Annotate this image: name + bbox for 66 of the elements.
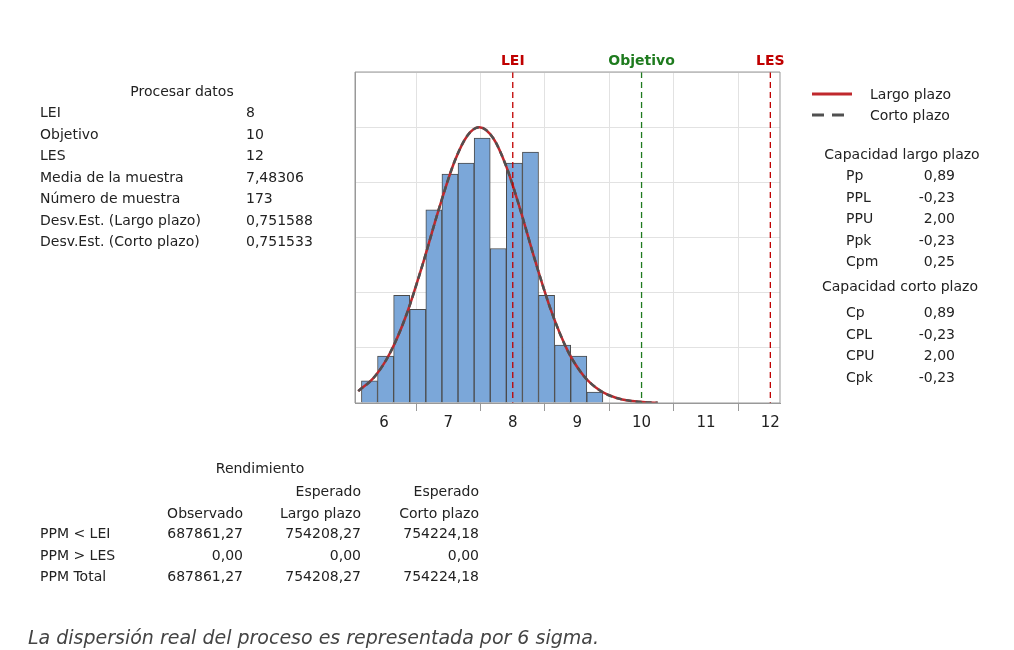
text: 0,00 <box>211 546 243 563</box>
text: Capacidad corto plazo <box>821 278 979 294</box>
text: PPM < LEI <box>40 525 111 541</box>
x-tick-label: 6 <box>379 412 389 431</box>
text: 0,89 <box>923 167 955 183</box>
text: 7,48306 <box>246 168 304 185</box>
text: 754224,18 <box>403 568 479 584</box>
x-tick-label: 9 <box>572 412 582 431</box>
text: Corto plazo <box>399 505 479 521</box>
text: CPL <box>846 325 873 342</box>
text: Cp <box>846 304 865 320</box>
x-tick-label: 8 <box>507 412 518 431</box>
text: Rendimiento <box>215 460 305 476</box>
text: Esperado <box>295 483 361 499</box>
text: PPU <box>846 210 874 226</box>
text: Pp <box>846 167 864 183</box>
text: Desv.Est. (Largo plazo) <box>40 211 201 228</box>
text: LES <box>40 147 66 163</box>
text: Número de muestra <box>40 190 181 206</box>
text: LEI <box>40 104 61 120</box>
text: Observado <box>167 505 243 521</box>
text: CPU <box>846 347 875 363</box>
text: 12 <box>246 147 264 163</box>
text: 8 <box>246 104 255 120</box>
text: La dispersión real del proceso es representada por 6 sigma. <box>28 626 599 648</box>
text: 0,25 <box>923 253 955 269</box>
text: Largo plazo <box>279 505 361 521</box>
text: Procesar datos <box>130 83 234 99</box>
text: 754208,27 <box>285 568 361 584</box>
text: Cpk <box>846 368 873 385</box>
text: -0,23 <box>918 368 955 385</box>
text: 687861,27 <box>167 568 243 584</box>
text: 10 <box>246 125 264 142</box>
text: -0,23 <box>918 231 955 248</box>
text: Objetivo <box>40 125 99 142</box>
text: Capacidad largo plazo <box>824 146 980 162</box>
text: 0,751588 <box>246 211 313 228</box>
text: Ppk <box>846 231 872 248</box>
text: PPM Total <box>40 568 107 584</box>
text: -0,23 <box>918 325 955 342</box>
text: 0,89 <box>923 304 955 320</box>
x-tick-label: 7 <box>443 412 454 431</box>
text: Media de la muestra <box>40 168 184 185</box>
text: 0,00 <box>447 546 479 563</box>
text: 754208,27 <box>285 525 361 541</box>
legend-label: Largo plazo <box>870 85 952 102</box>
x-tick-label: 11 <box>696 412 716 431</box>
text: 2,00 <box>923 210 955 226</box>
text: Cpm <box>846 253 879 269</box>
x-tick-label: 10 <box>632 412 652 431</box>
text: Esperado <box>413 483 479 499</box>
text: PPL <box>846 188 871 205</box>
text: 0,751533 <box>246 233 313 249</box>
ref-line-label: LES <box>756 51 785 68</box>
text: PPM > LES <box>40 546 116 563</box>
text: -0,23 <box>918 188 955 205</box>
ref-line-label: Objetivo <box>608 51 676 68</box>
text: 173 <box>246 190 273 206</box>
legend-label: Corto plazo <box>870 106 950 123</box>
x-tick-label: 12 <box>760 412 780 431</box>
text: 0,00 <box>329 546 361 563</box>
text: Desv.Est. (Corto plazo) <box>40 233 200 249</box>
text: 2,00 <box>923 347 955 363</box>
ref-line-label: LEI <box>500 51 525 68</box>
text: 754224,18 <box>403 525 479 541</box>
text: 687861,27 <box>167 525 243 541</box>
